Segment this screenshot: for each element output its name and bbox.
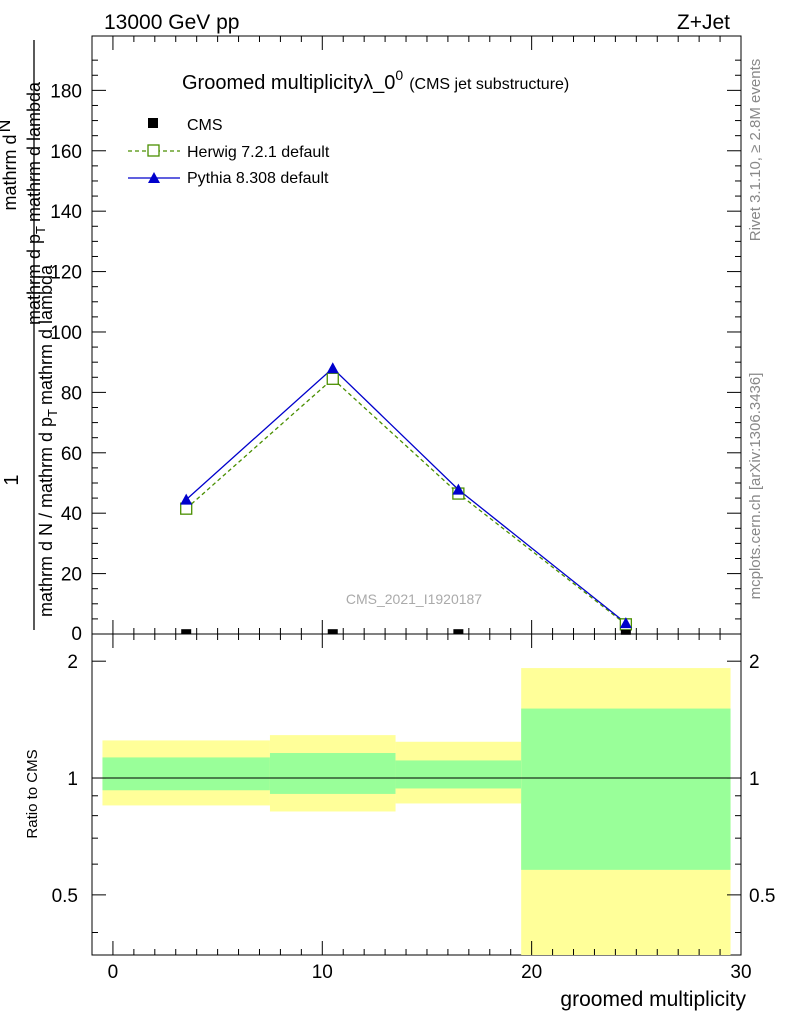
ylabel-numerator-line2-main: mathrm d p <box>24 234 44 325</box>
ylabel-one: 1 <box>1 474 23 485</box>
main-title: Groomed multiplicityλ_00 (CMS jet substru… <box>182 67 569 94</box>
process-label: Z+Jet <box>677 11 730 34</box>
ratio-plot-frame <box>91 633 742 956</box>
main-title-text: Groomed multiplicityλ_0 <box>182 72 395 94</box>
y-tick-label-8: 180 <box>50 81 82 102</box>
legend-herwig-label: Herwig 7.2.1 default <box>187 144 330 161</box>
ylabel-denominator-main: mathrm d N / mathrm d p <box>36 417 56 617</box>
ratio-tick-label-right-0: 0.5 <box>749 886 775 907</box>
herwig-point-0 <box>180 502 193 515</box>
pythia-point-0 <box>180 493 193 505</box>
ratio-tick-label-right-1: 1 <box>749 769 760 790</box>
ratio-band-inner-3 <box>521 708 731 870</box>
cms-point-3 <box>620 629 631 635</box>
legend-pythia-label: Pythia 8.308 default <box>187 170 329 187</box>
main-ylabel: 1 mathrm d N / mathrm d pTmathrm d lambd… <box>0 40 60 630</box>
ratio-ylabel: Ratio to CMS <box>24 749 41 838</box>
main-title-sup: 0 <box>395 67 403 83</box>
ratio-tick-label-right-2: 2 <box>749 652 760 673</box>
analysis-watermark: CMS_2021_I1920187 <box>346 591 482 607</box>
y-tick-label-0: 20 <box>61 565 82 586</box>
ylabel-numerator-b: N <box>0 119 14 132</box>
legend: CMS Herwig 7.2.1 default Pythia 8.308 de… <box>128 117 330 187</box>
herwig-series-line <box>185 377 627 625</box>
ylabel-denominator: mathrm d N / mathrm d pTmathrm d lambda <box>36 264 60 617</box>
legend-cms-marker <box>148 118 158 128</box>
y-tick-label-7: 160 <box>50 142 82 163</box>
y-tick-label-3: 80 <box>61 383 82 404</box>
ratio-tick-label-left-0: 0.5 <box>52 886 78 907</box>
data-series <box>180 362 633 635</box>
y-tick-label-5: 120 <box>50 263 82 284</box>
ratio-band-inner-2 <box>395 760 522 789</box>
y-tick-label-4: 100 <box>50 323 82 344</box>
ylabel-numerator: mathrm d N <box>0 119 20 210</box>
ylabel-denominator-sub: T <box>45 409 60 417</box>
x-tick-label-3: 30 <box>730 962 751 983</box>
main-title-sub: (CMS jet substructure) <box>409 76 569 93</box>
pythia-point-3 <box>619 617 632 629</box>
ylabel-numerator-line2-sub: T <box>33 226 48 234</box>
ratio-tick-label-left-2: 2 <box>67 652 78 673</box>
rivet-label: Rivet 3.1.10, ≥ 2.8M events <box>747 59 764 242</box>
ylabel-numerator-line2-rest: mathrm d lambda <box>24 81 44 222</box>
cms-point-1 <box>327 629 338 635</box>
cms-point-0 <box>181 629 192 635</box>
y-tick-label-6: 140 <box>50 202 82 223</box>
legend-pythia-marker <box>148 172 160 183</box>
ylabel-denominator-rest: mathrm d lambda <box>36 264 56 405</box>
ylabel-numerator-a: mathrm d <box>0 134 20 210</box>
pythia-point-2 <box>452 483 465 495</box>
mcplots-label: mcplots.cern.ch [arXiv:1306.3436] <box>747 373 764 600</box>
cms-point-2 <box>453 629 464 635</box>
x-tick-label-1: 10 <box>312 962 333 983</box>
x-tick-label-2: 20 <box>521 962 542 983</box>
pythia-point-1 <box>326 362 339 374</box>
ratio-tick-label-left-1: 1 <box>67 769 78 790</box>
ratio-xlabel: groomed multiplicity <box>560 988 746 1011</box>
legend-cms-label: CMS <box>187 117 223 134</box>
y-tick-label-zero: 0 <box>71 624 82 645</box>
legend-herwig-marker <box>147 144 160 157</box>
ratio-bands <box>92 668 741 955</box>
ratio-band-inner-0 <box>102 757 270 791</box>
ratio-band-inner-1 <box>269 753 396 794</box>
pythia-series-line <box>185 367 627 624</box>
herwig-point-1 <box>326 372 339 385</box>
energy-label: 13000 GeV pp <box>104 11 239 34</box>
y-tick-label-2: 60 <box>61 444 82 465</box>
x-tick-label-0: 0 <box>108 962 119 983</box>
y-tick-label-1: 40 <box>61 504 82 525</box>
ylabel-numerator-line2: mathrm d pTmathrm d lambda <box>24 81 48 325</box>
